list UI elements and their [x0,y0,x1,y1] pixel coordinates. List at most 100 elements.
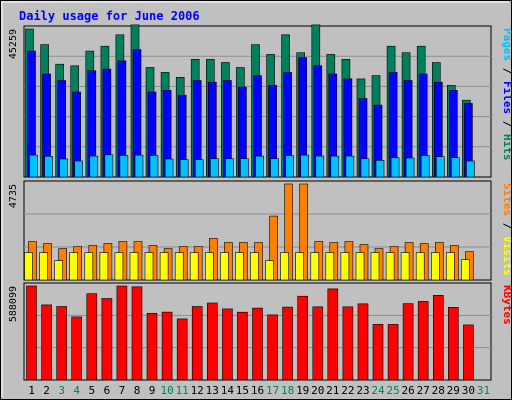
x-tick-label: 14 [221,384,235,397]
bar-kbytes-kbytes-16 [252,307,263,381]
bar-kbytes-kbytes-29 [447,306,459,381]
bar-visits-sites-23 [355,252,365,281]
x-tick-label: 21 [326,384,339,397]
bar-hits-pages-15 [240,158,249,178]
bar-visits-sites-26 [400,252,410,281]
bar-visits-sites-16 [250,252,259,281]
x-tick-label: 7 [119,384,126,397]
bar-hits-pages-11 [179,159,189,178]
x-tick-label: 22 [341,384,354,397]
bar-kbytes-kbytes-18 [282,306,293,381]
panel-hits-legend: Pages / Files / Hits [501,28,511,161]
bar-hits-pages-20 [315,155,325,178]
bar-kbytes-kbytes-12 [191,306,203,381]
x-tick-label: 2 [43,384,50,397]
bar-kbytes-kbytes-30 [463,324,474,381]
bar-kbytes-kbytes-4 [71,316,82,381]
bar-visits-sites-20 [310,252,320,281]
bar-visits-sites-15 [235,252,244,281]
legend-part: Files [501,81,511,114]
bar-kbytes-kbytes-1 [26,285,37,381]
bar-visits-sites-5 [84,252,94,281]
bar-visits-sites-6 [99,252,109,281]
x-tick-label: 29 [447,384,460,397]
bar-visits-sites-14 [220,252,229,281]
x-tick-label: 30 [462,384,475,397]
bar-kbytes-kbytes-21 [327,288,339,381]
bar-hits-pages-21 [330,155,340,178]
x-tick-label: 23 [356,384,369,397]
bar-visits-sites-1 [24,252,33,281]
bar-visits-sites-3 [54,260,64,281]
x-tick-label: 26 [401,384,414,397]
x-tick-label: 13 [206,384,219,397]
bar-kbytes-kbytes-9 [146,312,158,381]
x-tick-label: 5 [88,384,95,397]
panel-kbytes-max-label: 588099 [8,286,19,322]
bar-visits-sites-21 [325,252,335,281]
x-tick-label: 10 [160,384,173,397]
bar-hits-pages-2 [44,156,53,178]
bar-visits-sites-11 [174,252,184,281]
panel-kbytes-legend: KBytes [501,285,511,325]
bar-kbytes-kbytes-27 [417,301,429,381]
bar-visits-sites-4 [69,252,78,281]
bar-visits-sites-13 [205,252,214,281]
bar-visits-sites-22 [340,252,350,281]
bar-kbytes-kbytes-28 [432,294,444,381]
legend-part: KBytes [501,285,511,325]
bar-visits-sites-28 [430,252,440,281]
bar-visits-sites-17 [265,260,274,281]
x-tick-label: 28 [432,384,445,397]
legend-part: Pages [501,28,511,61]
x-tick-label: 16 [251,384,264,397]
bar-kbytes-kbytes-15 [237,311,248,381]
bar-hits-pages-6 [104,154,114,178]
bar-visits-sites-9 [144,252,154,281]
x-tick-label: 9 [149,384,156,397]
x-tick-label: 12 [191,384,204,397]
x-tick-label: 1 [28,384,35,397]
bar-visits-sites-8 [129,252,139,281]
bar-hits-pages-1 [29,154,38,178]
x-tick-label: 4 [73,384,80,397]
chart-title: Daily usage for June 2006 [19,9,200,23]
x-tick-label: 18 [281,384,294,397]
x-tick-label: 19 [296,384,309,397]
bar-hits-pages-5 [89,155,99,178]
x-tick-label: 20 [311,384,324,397]
bar-kbytes-kbytes-2 [41,304,52,381]
bar-kbytes-kbytes-17 [267,314,278,381]
bar-visits-sites-29 [445,252,455,281]
bar-visits-sites-27 [415,252,425,281]
legend-part: Sites [501,183,511,216]
bar-kbytes-kbytes-24 [372,324,384,381]
bar-hits-pages-26 [405,157,415,178]
bar-kbytes-kbytes-10 [161,311,173,381]
bar-kbytes-kbytes-7 [116,285,128,381]
bar-kbytes-kbytes-26 [402,303,414,381]
bar-hits-pages-9 [149,155,159,178]
bar-kbytes-kbytes-19 [297,295,309,381]
bar-hits-pages-28 [435,156,445,178]
bar-visits-sites-2 [39,252,48,281]
bar-visits-sites-30 [461,259,470,281]
bar-visits-sites-24 [370,252,380,281]
bar-kbytes-kbytes-23 [357,303,369,381]
x-tick-label: 25 [386,384,399,397]
bar-hits-pages-29 [450,157,460,178]
bar-kbytes-kbytes-11 [176,318,188,381]
legend-part: / [501,216,511,236]
x-tick-label: 3 [58,384,65,397]
legend-part: Visits [501,236,511,276]
bar-hits-pages-3 [59,158,69,178]
bar-hits-pages-16 [255,155,264,178]
legend-part: / [501,114,511,134]
bar-kbytes-kbytes-22 [342,306,354,381]
bar-visits-sites-7 [114,252,124,281]
x-tick-label: 15 [236,384,249,397]
x-tick-label: 31 [477,384,490,397]
bar-kbytes-kbytes-20 [312,306,324,381]
